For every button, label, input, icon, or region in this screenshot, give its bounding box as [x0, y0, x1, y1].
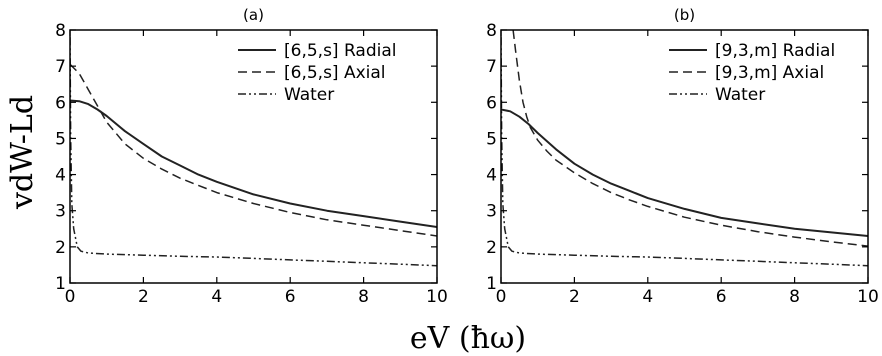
- x-tick-label: 0: [496, 287, 507, 307]
- x-tick-label: 4: [642, 287, 653, 307]
- y-tick-label: 1: [55, 274, 66, 294]
- y-tick-label: 7: [486, 57, 497, 77]
- x-tick-label: 10: [857, 287, 879, 307]
- legend-label-3: Water: [715, 85, 765, 105]
- x-tick-label: 0: [65, 287, 76, 307]
- x-tick-label: 2: [569, 287, 580, 307]
- x-tick-label: 4: [211, 287, 222, 307]
- x-tick-label: 8: [789, 287, 800, 307]
- y-tick-label: 7: [55, 57, 66, 77]
- series-line-3: [70, 37, 437, 267]
- legend-label-3: Water: [284, 85, 334, 105]
- y-tick-label: 4: [55, 166, 66, 186]
- y-tick-label: 8: [486, 21, 497, 41]
- x-axis-label: eV (ħω): [410, 321, 526, 356]
- x-tick-label: 2: [138, 287, 149, 307]
- series-line-3: [501, 37, 868, 267]
- y-tick-label: 3: [486, 202, 497, 222]
- y-tick-label: 4: [486, 166, 497, 186]
- plot-frame: [500, 29, 869, 284]
- panel-title: (b): [674, 6, 695, 24]
- y-tick-label: 2: [486, 238, 497, 258]
- y-tick-label: 3: [55, 202, 66, 222]
- plot-frame: [69, 29, 438, 284]
- legend-label-2: [9,3,m] Axial: [715, 63, 824, 83]
- y-tick-label: 5: [486, 129, 497, 149]
- panel-title: (a): [243, 6, 264, 24]
- y-tick-label: 5: [55, 129, 66, 149]
- y-axis-label: vdW-Ld: [5, 95, 40, 210]
- x-tick-label: 6: [716, 287, 727, 307]
- x-tick-label: 6: [285, 287, 296, 307]
- y-tick-label: 2: [55, 238, 66, 258]
- y-tick-label: 1: [486, 274, 497, 294]
- series-line-2: [70, 63, 437, 237]
- legend-label-2: [6,5,s] Axial: [284, 63, 386, 83]
- legend-label-1: [9,3,m] Radial: [715, 41, 835, 61]
- y-tick-label: 8: [55, 21, 66, 41]
- legend-label-1: [6,5,s] Radial: [284, 41, 396, 61]
- series-line-1: [501, 108, 868, 237]
- series-line-1: [70, 99, 437, 228]
- y-tick-label: 6: [486, 93, 497, 113]
- x-tick-label: 10: [426, 287, 448, 307]
- x-tick-label: 8: [358, 287, 369, 307]
- series-line-2: [512, 30, 868, 247]
- y-tick-label: 6: [55, 93, 66, 113]
